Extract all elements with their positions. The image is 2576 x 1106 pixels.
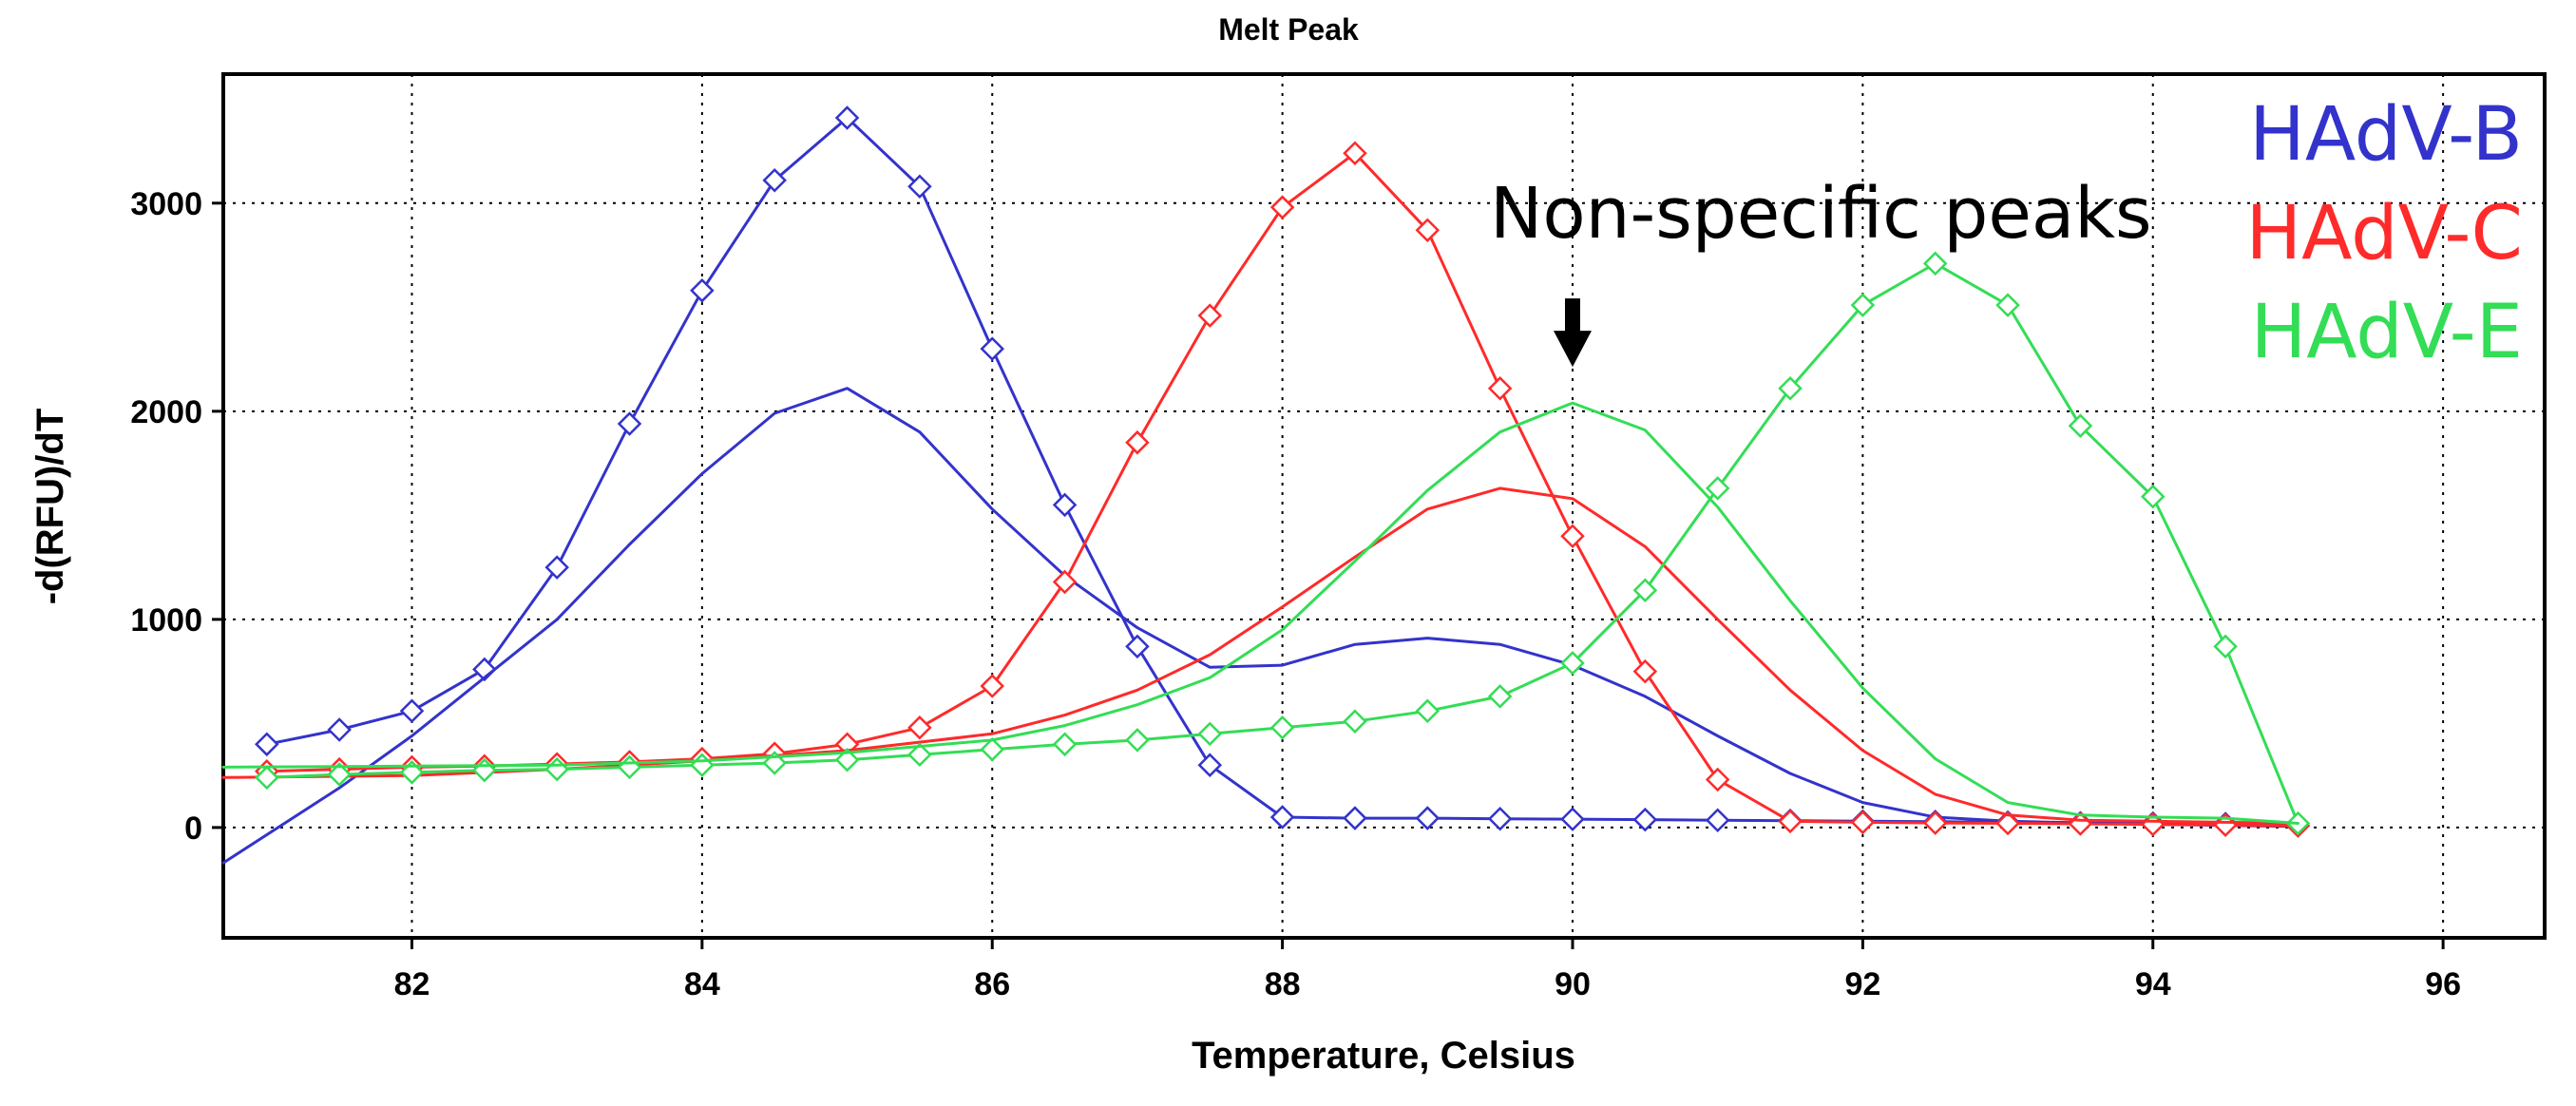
data-point-marker [1052,569,1078,595]
data-point-marker [1995,293,2020,317]
data-point-marker [1343,806,1367,830]
y-tick-label: 0 [184,810,202,847]
x-tick-label: 90 [1555,966,1591,1002]
data-point-marker [1487,684,1513,709]
data-point-marker [762,167,787,193]
y-tick-label: 2000 [130,394,202,430]
y-axis-title: -d(RFU)/dT [29,409,71,605]
data-point-marker [1850,293,1876,317]
data-point-marker [1705,767,1730,792]
data-point-marker [472,657,497,682]
y-axis-title-group: -d(RFU)/dT [29,409,71,605]
data-point-marker [1850,810,1876,835]
data-point-marker [1415,806,1441,830]
data-point-marker [1125,429,1150,455]
x-tick-label: 84 [684,966,720,1002]
data-point-marker [1415,218,1441,243]
data-point-marker [255,732,279,757]
data-point-marker [1632,658,1658,684]
data-point-marker [1487,375,1513,401]
data-point-marker [690,278,715,303]
data-point-marker [1052,732,1078,757]
data-point-marker [1560,651,1585,676]
annotation-group: Non-specific peaks [1490,173,2152,368]
data-point-marker [1995,810,2020,836]
data-point-marker [907,742,932,768]
x-tick-label: 94 [2135,966,2171,1002]
data-point-marker [980,336,1005,361]
x-axis-title: Temperature, Celsius [1192,1035,1575,1077]
data-point-marker [1415,698,1441,724]
data-point-marker [1269,805,1295,830]
annotation-text: Non-specific peaks [1490,173,2152,255]
x-tick-label: 82 [394,966,430,1002]
data-point-marker [1632,807,1658,832]
data-point-marker [1487,806,1513,831]
data-point-marker [1778,375,1803,401]
data-point-marker [255,765,279,791]
data-point-marker [1778,809,1803,834]
plot-area: 82 84 86 88 90 92 94 96 0 1000 2000 3000 [130,72,2547,1002]
x-tick-label: 88 [1265,966,1301,1002]
x-tick-label: 96 [2425,966,2461,1002]
series-line [221,387,2299,865]
data-point-marker [2068,413,2093,438]
data-point-marker [1197,753,1223,777]
data-point-marker [1632,578,1658,602]
data-point-marker [1125,634,1150,659]
chart-title: Melt Peak [1218,12,1359,47]
chart-title-group: Melt Peak [1218,12,1359,47]
series-hadv-e-non-specific [221,401,2299,825]
data-point-marker [1269,195,1295,219]
ticks-layer: 82 84 86 88 90 92 94 96 0 1000 2000 3000 [130,186,2461,1002]
data-point-marker [1197,303,1223,328]
data-point-marker [399,698,425,724]
down-arrow-icon [1553,298,1592,368]
x-axis-title-group: Temperature, Celsius [1192,1035,1575,1077]
legend-label-hadv-b: HAdV-B [2249,92,2523,178]
data-point-marker [834,105,860,130]
data-point-marker [1269,715,1295,740]
data-point-marker [327,717,352,742]
data-point-marker [1922,810,1948,835]
data-point-marker [1343,141,1367,166]
legend-label-hadv-c: HAdV-C [2245,191,2523,276]
legend-label-hadv-e: HAdV-E [2251,290,2523,375]
data-point-marker [1705,808,1730,833]
data-point-marker [2213,634,2238,659]
y-tick-label: 1000 [130,602,202,639]
data-point-marker [617,411,642,436]
data-point-marker [980,674,1005,698]
data-point-marker [1197,721,1223,747]
data-point-marker [1560,807,1585,831]
series-hadv-e [255,251,2311,836]
data-point-marker [1343,709,1367,734]
data-point-marker [907,174,932,200]
data-point-marker [1560,524,1585,549]
data-point-marker [1705,476,1730,501]
arrow-head [1553,331,1592,368]
y-tick-label: 3000 [130,186,202,222]
series-layer [221,105,2311,865]
data-point-marker [1125,728,1150,753]
legend: HAdV-B HAdV-C HAdV-E [2245,92,2523,375]
data-point-marker [1922,251,1948,276]
x-tick-label: 86 [974,966,1010,1002]
series-hadv-b-non-specific [221,387,2299,865]
data-point-marker [907,715,932,740]
series-line [221,401,2299,825]
data-point-marker [980,737,1005,762]
data-point-marker [1052,492,1078,518]
arrow-shaft [1564,298,1580,335]
data-point-marker [327,762,352,787]
data-point-marker [2140,484,2166,509]
data-point-marker [544,555,569,580]
data-point-marker [834,747,860,772]
x-tick-label: 92 [1844,966,1880,1002]
